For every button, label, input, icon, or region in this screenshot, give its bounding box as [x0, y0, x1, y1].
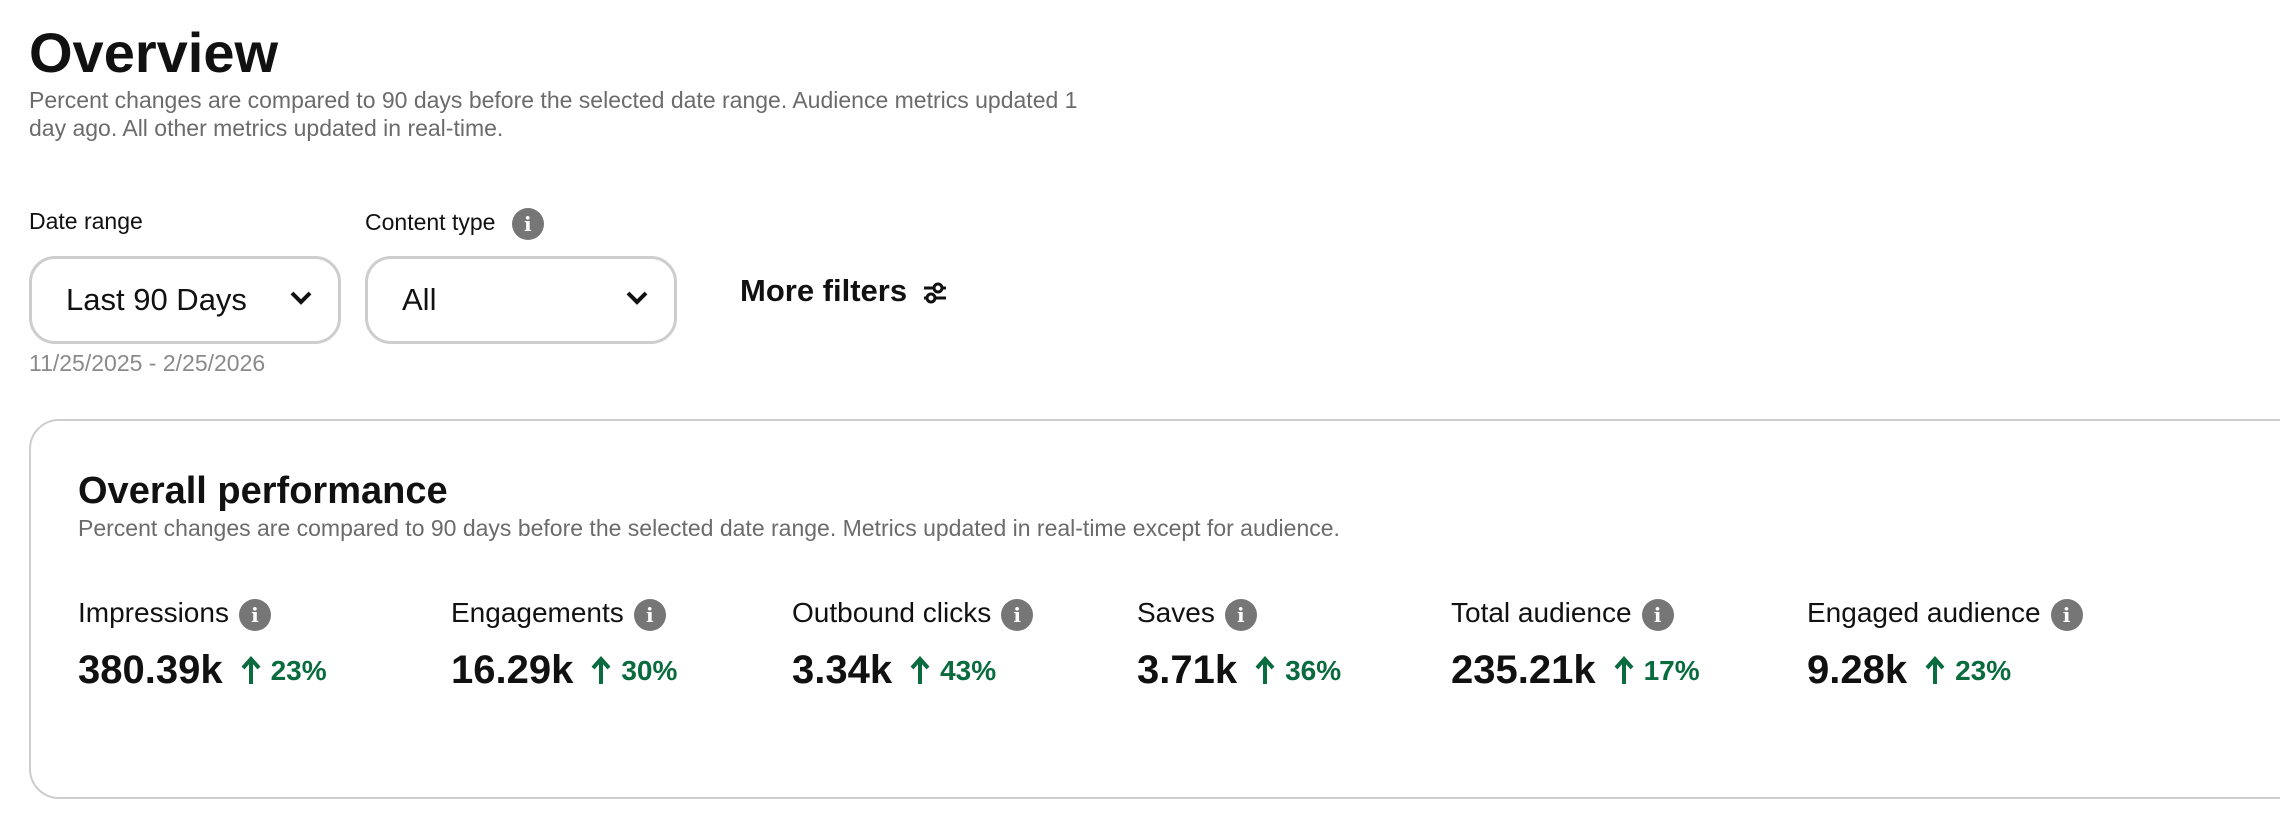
metric-value: 235.21k — [1451, 648, 1596, 692]
metric-label: Total audience — [1451, 597, 1632, 628]
metric-label-wrap: Engaged audience i — [1807, 597, 2083, 631]
metric-value-wrap: 3.34k 43% — [792, 648, 996, 693]
up-arrow — [1255, 655, 1275, 684]
metric-value: 3.71k — [1137, 648, 1238, 692]
metric-label-wrap: Outbound clicks i — [792, 597, 1034, 631]
metric-change-wrap: 23% — [1925, 655, 2011, 687]
metric-label-wrap: Total audience i — [1451, 597, 1674, 631]
metric-label: Engaged audience — [1807, 597, 2041, 628]
page-subtitle: Percent changes are compared to 90 days … — [29, 87, 1078, 141]
metric-label: Saves — [1137, 597, 1215, 628]
metric-change: 17% — [1643, 654, 1700, 686]
up-arrow — [910, 655, 930, 684]
date-range-dropdown[interactable]: Last 90 Days — [29, 256, 341, 344]
up-arrow — [591, 655, 611, 684]
info-icon[interactable]: i — [1641, 598, 1674, 631]
metric-value-wrap: 3.71k 36% — [1137, 648, 1341, 693]
card-subtitle: Percent changes are compared to 90 days … — [78, 515, 1340, 541]
card-title: Overall performance — [78, 470, 448, 512]
metric-value: 380.39k — [78, 648, 223, 692]
metric-label-wrap: Engagements i — [451, 597, 666, 631]
metric-value: 9.28k — [1807, 648, 1908, 692]
metric-label-wrap: Saves i — [1137, 597, 1257, 631]
info-icon[interactable]: i — [238, 598, 271, 631]
info-icon[interactable]: i — [633, 598, 666, 631]
up-arrow — [241, 655, 261, 684]
info-icon[interactable]: i — [511, 208, 544, 240]
metric-value: 3.34k — [792, 648, 893, 692]
metric-label: Engagements — [451, 597, 624, 628]
metric-change: 30% — [621, 654, 678, 686]
metric-change: 43% — [940, 654, 997, 686]
content-type-dropdown[interactable]: All — [365, 256, 677, 344]
filter-label-wrap: Content type i — [365, 208, 544, 240]
more-filters-button[interactable]: More filters — [740, 273, 948, 309]
chevron — [626, 291, 648, 305]
metric-change-wrap: 43% — [910, 655, 996, 687]
info-icon[interactable]: i — [2050, 598, 2083, 631]
filter-icon — [923, 282, 946, 304]
button-text: More filters — [740, 273, 908, 308]
page-title: Overview — [29, 21, 279, 84]
metric-value-wrap: 235.21k 17% — [1451, 648, 1700, 693]
info-icon[interactable]: i — [1001, 598, 1034, 631]
metric-label: Outbound clicks — [792, 597, 992, 628]
date-range-text: 11/25/2025 - 2/25/2026 — [29, 350, 266, 376]
metric-value: 16.29k — [451, 648, 574, 692]
metric-change: 23% — [270, 654, 327, 686]
dropdown-value: Last 90 Days — [66, 282, 247, 317]
metric-change-wrap: 23% — [241, 655, 327, 687]
filter-label: Date range — [29, 208, 143, 234]
metric-value-wrap: 16.29k 30% — [451, 648, 677, 693]
metric-value-wrap: 9.28k 23% — [1807, 648, 2011, 693]
metric-change-wrap: 30% — [591, 655, 677, 687]
info-icon[interactable]: i — [1224, 598, 1257, 631]
metric-change: 23% — [1955, 654, 2012, 686]
metric-change: 36% — [1285, 654, 1342, 686]
metric-label: Impressions — [78, 597, 229, 628]
performance-card — [29, 419, 2280, 799]
dropdown-value: All — [402, 282, 437, 317]
up-arrow — [1925, 655, 1945, 684]
metric-value-wrap: 380.39k 23% — [78, 648, 327, 693]
metric-change-wrap: 36% — [1255, 655, 1341, 687]
chevron — [290, 291, 312, 305]
metric-label-wrap: Impressions i — [78, 597, 271, 631]
filter-label: Content type — [365, 209, 496, 236]
up-arrow — [1614, 655, 1634, 684]
metric-change-wrap: 17% — [1614, 655, 1700, 687]
